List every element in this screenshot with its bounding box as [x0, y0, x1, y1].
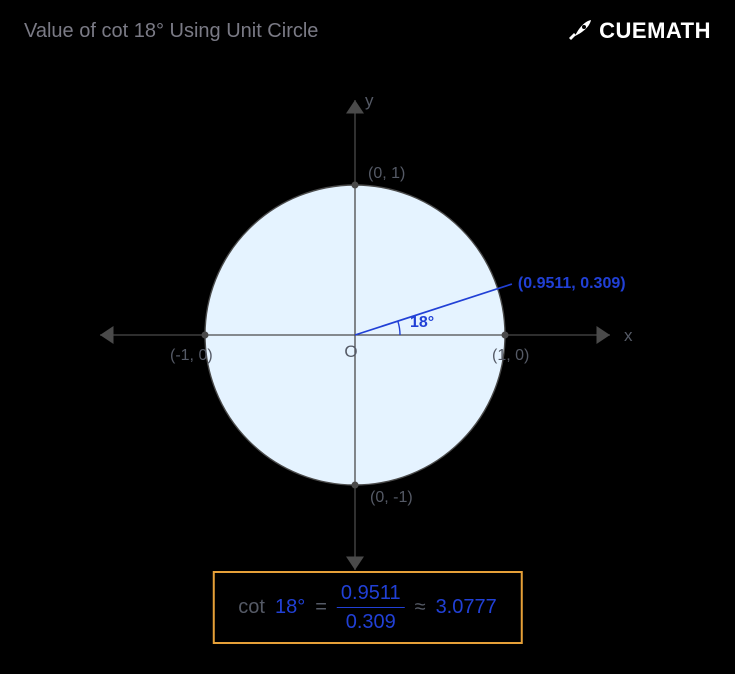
brand-logo: CUEMATH [567, 18, 711, 44]
page-title: Value of cot 18° Using Unit Circle [24, 20, 318, 43]
svg-text:x: x [624, 326, 633, 345]
svg-text:O: O [344, 342, 357, 361]
formula-denominator: 0.309 [346, 608, 396, 634]
svg-text:(0.9511, 0.309): (0.9511, 0.309) [518, 275, 626, 292]
svg-text:y: y [365, 91, 374, 110]
formula-approx: ≈ [415, 596, 426, 619]
formula-fraction: 0.9511 0.309 [337, 581, 405, 634]
formula-result: 3.0777 [436, 596, 497, 619]
formula-numerator: 0.9511 [337, 581, 405, 608]
formula-box: cot 18° = 0.9511 0.309 ≈ 3.0777 [212, 571, 522, 644]
svg-text:(0, -1): (0, -1) [370, 489, 413, 506]
brand-text: CUEMATH [599, 18, 711, 44]
formula-equals: = [315, 596, 327, 619]
svg-text:(-1, 0): (-1, 0) [170, 347, 213, 364]
formula-lhs-prefix: cot [238, 596, 265, 619]
svg-text:18°: 18° [410, 314, 434, 331]
unit-circle-diagram: x y O (0, 1) (0, -1) (-1, 0) (1, 0) 18° (0.9511,… [0, 70, 735, 570]
rocket-icon [567, 18, 593, 44]
formula-angle: 18° [275, 596, 305, 619]
header: Value of cot 18° Using Unit Circle CUEMA… [24, 18, 711, 44]
svg-text:(0, 1): (0, 1) [368, 165, 405, 182]
svg-text:(1, 0): (1, 0) [492, 347, 529, 364]
